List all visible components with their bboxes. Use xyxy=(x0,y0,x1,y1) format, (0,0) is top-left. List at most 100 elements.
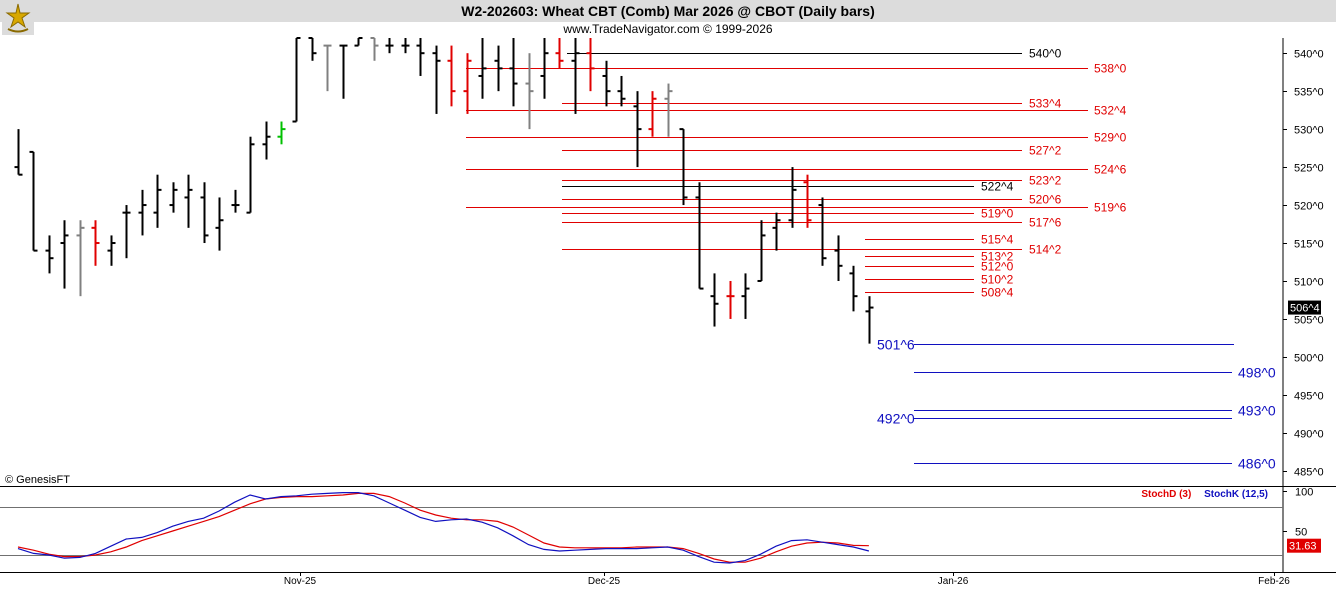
y-tick-label: 520^0 xyxy=(1294,201,1324,213)
chart-subtitle: www.TradeNavigator.com © 1999-2026 xyxy=(563,22,773,36)
ohlc-bar xyxy=(323,44,332,92)
ohlc-bar xyxy=(586,38,595,92)
stoch-y-tick-label: 100 xyxy=(1295,487,1313,499)
level-label: 498^0 xyxy=(1238,365,1276,381)
level-label: 519^6 xyxy=(1094,201,1127,215)
ohlc-bar xyxy=(757,220,766,282)
ohlc-bar xyxy=(664,83,673,137)
app-logo-icon xyxy=(2,1,34,35)
x-tick-label: Dec-25 xyxy=(588,576,621,587)
level-label: 515^4 xyxy=(981,233,1014,247)
ohlc-bar xyxy=(865,296,874,344)
stoch-k-legend: StochK (12,5) xyxy=(1204,489,1268,500)
ohlc-bar xyxy=(401,38,410,54)
level-label: 510^2 xyxy=(981,273,1014,287)
level-label: 512^0 xyxy=(981,260,1014,274)
stoch-series-line xyxy=(17,492,869,563)
y-tick-label: 515^0 xyxy=(1294,239,1324,251)
level-label: 508^4 xyxy=(981,286,1014,300)
y-tick-label: 505^0 xyxy=(1294,315,1324,327)
data-copyright: © GenesisFT xyxy=(5,474,70,486)
stoch-y-tick-label: 50 xyxy=(1295,527,1307,539)
stoch-series-line xyxy=(17,492,870,564)
ohlc-bar xyxy=(818,197,827,266)
ohlc-bar xyxy=(726,280,735,319)
y-tick-label: 540^0 xyxy=(1294,49,1324,61)
level-label: 501^6 xyxy=(877,337,915,353)
y-tick-label: 495^0 xyxy=(1294,391,1324,403)
ohlc-bar xyxy=(184,174,193,228)
ohlc-bar xyxy=(14,129,23,176)
ohlc-bar xyxy=(107,235,116,266)
ohlc-bar xyxy=(772,212,781,251)
ohlc-bar xyxy=(555,38,564,69)
level-label: 493^0 xyxy=(1238,403,1276,419)
x-tick-label: Jan-26 xyxy=(938,576,969,587)
level-label: 520^6 xyxy=(1029,193,1062,207)
ohlc-bar xyxy=(849,265,858,312)
ohlc-bar xyxy=(246,136,255,214)
ohlc-bar xyxy=(788,167,797,228)
ohlc-bar xyxy=(76,220,85,297)
ohlc-bar xyxy=(494,45,503,92)
ohlc-bar xyxy=(138,189,147,236)
ohlc-bar xyxy=(231,189,240,213)
y-tick-label: 530^0 xyxy=(1294,125,1324,137)
ohlc-bar xyxy=(200,182,209,244)
ohlc-bar xyxy=(834,235,843,281)
level-label: 486^0 xyxy=(1238,456,1276,472)
ohlc-bar xyxy=(292,37,301,123)
y-tick-label: 490^0 xyxy=(1294,429,1324,441)
stoch-last-value-label: 31.63 xyxy=(1289,541,1317,553)
level-label: 533^4 xyxy=(1029,97,1062,111)
ohlc-bar xyxy=(277,121,286,145)
ohlc-bar xyxy=(633,91,642,168)
level-label: 529^0 xyxy=(1094,131,1127,145)
level-label: 492^0 xyxy=(877,411,915,427)
ohlc-bar xyxy=(463,53,472,114)
level-label: 522^4 xyxy=(981,180,1014,194)
current-price-box xyxy=(1288,300,1321,315)
ohlc-bar xyxy=(602,60,611,107)
y-tick-label: 535^0 xyxy=(1294,87,1324,99)
ohlc-bar xyxy=(29,150,38,252)
level-label: 514^2 xyxy=(1029,243,1062,257)
ohlc-bar xyxy=(695,182,704,290)
current-price-label: 506^4 xyxy=(1290,303,1320,315)
ohlc-bar xyxy=(648,91,657,137)
level-label: 519^0 xyxy=(981,207,1014,221)
level-label: 513^2 xyxy=(981,250,1014,264)
ohlc-bar xyxy=(169,182,178,213)
stoch-d-legend: StochD (3) xyxy=(1141,489,1192,500)
ohlc-bar xyxy=(803,174,812,228)
x-tick-label: Nov-25 xyxy=(284,576,317,587)
ohlc-bar xyxy=(122,205,131,259)
ohlc-bar xyxy=(45,235,54,274)
level-label: 538^0 xyxy=(1094,62,1127,76)
ohlc-bar xyxy=(679,128,688,206)
ohlc-bar xyxy=(509,38,518,107)
ohlc-bar xyxy=(370,37,379,61)
level-label: 523^2 xyxy=(1029,174,1062,188)
ohlc-bar xyxy=(385,38,394,54)
ohlc-bar xyxy=(354,37,363,47)
ohlc-bar xyxy=(339,44,348,99)
level-label: 527^2 xyxy=(1029,144,1062,158)
ohlc-bar xyxy=(432,45,441,114)
level-label: 532^4 xyxy=(1094,104,1127,118)
ohlc-bar xyxy=(525,53,534,130)
stoch-last-value-box xyxy=(1287,538,1321,553)
ohlc-bar xyxy=(571,38,580,114)
y-tick-label: 485^0 xyxy=(1294,467,1324,479)
ohlc-bar xyxy=(540,38,549,99)
level-label: 524^6 xyxy=(1094,163,1127,177)
ohlc-bar xyxy=(153,174,162,228)
ohlc-bar xyxy=(308,37,317,61)
ohlc-bar xyxy=(262,121,271,160)
y-tick-label: 510^0 xyxy=(1294,277,1324,289)
ohlc-bar xyxy=(60,220,69,289)
level-label: 517^6 xyxy=(1029,216,1062,230)
ohlc-bar xyxy=(91,220,100,266)
y-tick-label: 525^0 xyxy=(1294,163,1324,175)
